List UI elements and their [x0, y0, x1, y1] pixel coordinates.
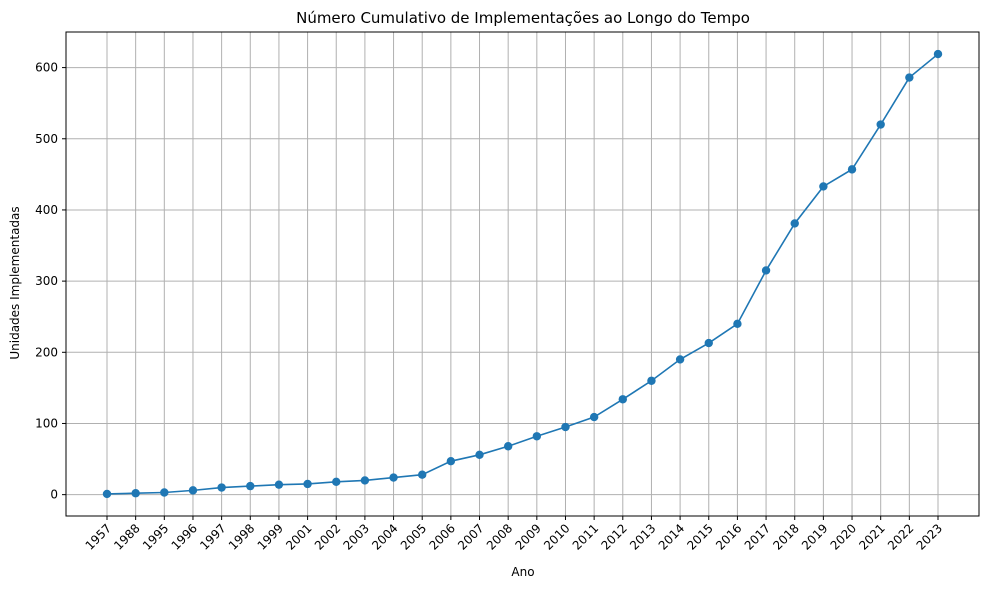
data-point — [819, 182, 828, 191]
chart-title: Número Cumulativo de Implementações ao L… — [296, 9, 750, 27]
y-tick-label: 100 — [35, 416, 58, 430]
x-tick-label: 2016 — [713, 521, 744, 552]
x-tick-label: 2001 — [283, 521, 314, 552]
x-axis-label: Ano — [511, 565, 534, 579]
data-point — [274, 480, 284, 489]
data-point — [589, 412, 599, 422]
y-tick-label: 200 — [35, 345, 58, 359]
x-tick-label: 2017 — [742, 521, 773, 552]
x-tick-label: 2007 — [455, 521, 486, 552]
data-point — [761, 266, 771, 275]
data-point — [847, 165, 857, 174]
y-tick-label: 300 — [35, 274, 58, 288]
x-tick-label: 2014 — [656, 521, 687, 552]
x-tick-label: 2015 — [684, 521, 715, 552]
data-point — [647, 376, 656, 385]
x-tick-label: 2009 — [512, 521, 543, 552]
data-point — [876, 120, 885, 129]
x-tick-label: 2003 — [341, 521, 372, 552]
series-line — [106, 53, 939, 495]
x-tick-label: 2023 — [914, 521, 945, 552]
x-tick-label: 2022 — [885, 521, 916, 552]
x-tick-label: 2006 — [426, 521, 457, 552]
data-point — [188, 486, 198, 495]
x-tick-label: 2019 — [799, 521, 830, 552]
x-tick-label: 2021 — [856, 521, 887, 552]
x-tick-label: 2012 — [598, 521, 629, 552]
data-point — [217, 483, 226, 492]
x-tick-label: 1998 — [226, 521, 257, 552]
x-tick-label: 1995 — [140, 521, 171, 552]
data-point — [618, 395, 627, 404]
x-tick-label: 2008 — [484, 521, 515, 552]
data-point — [446, 456, 456, 466]
x-tick-label: 2005 — [398, 521, 429, 552]
x-tick-label: 1997 — [197, 521, 228, 552]
data-point — [933, 49, 943, 59]
y-tick-label: 0 — [50, 488, 58, 502]
data-point — [675, 355, 685, 364]
data-point — [790, 219, 799, 228]
x-tick-label: 2013 — [627, 521, 658, 552]
x-tick-label: 1996 — [169, 521, 200, 552]
data-point — [532, 432, 542, 441]
y-tick-label: 500 — [35, 132, 58, 146]
data-point — [102, 489, 112, 499]
x-tick-label: 1999 — [255, 521, 286, 552]
data-point — [733, 319, 742, 329]
series-layer — [102, 49, 943, 499]
y-axis-label: Unidades Implementadas — [8, 206, 22, 359]
x-tick-label: 2004 — [369, 521, 400, 552]
data-point — [561, 422, 570, 432]
plot-frame — [65, 31, 980, 517]
x-tick-label: 1988 — [111, 521, 142, 552]
data-point — [160, 488, 169, 497]
x-tick-label: 2020 — [828, 521, 859, 552]
data-point — [905, 73, 914, 82]
x-tick-label: 2002 — [312, 521, 343, 552]
data-point — [418, 470, 427, 479]
data-point — [475, 450, 484, 459]
data-point — [246, 481, 255, 491]
data-point — [131, 489, 140, 498]
data-point — [389, 473, 398, 482]
data-point — [503, 442, 513, 451]
data-point — [303, 479, 312, 489]
y-tick-label: 400 — [35, 203, 58, 217]
data-point — [360, 476, 370, 485]
grid — [66, 32, 979, 516]
axes: 1957198819951996199719981999200120022003… — [35, 31, 980, 553]
y-tick-label: 600 — [35, 61, 58, 75]
x-tick-label: 1957 — [83, 521, 114, 552]
x-tick-label: 2018 — [770, 521, 801, 552]
x-tick-label: 2011 — [570, 521, 601, 552]
data-point — [704, 338, 713, 348]
data-point — [332, 477, 341, 487]
x-tick-label: 2010 — [541, 521, 572, 552]
